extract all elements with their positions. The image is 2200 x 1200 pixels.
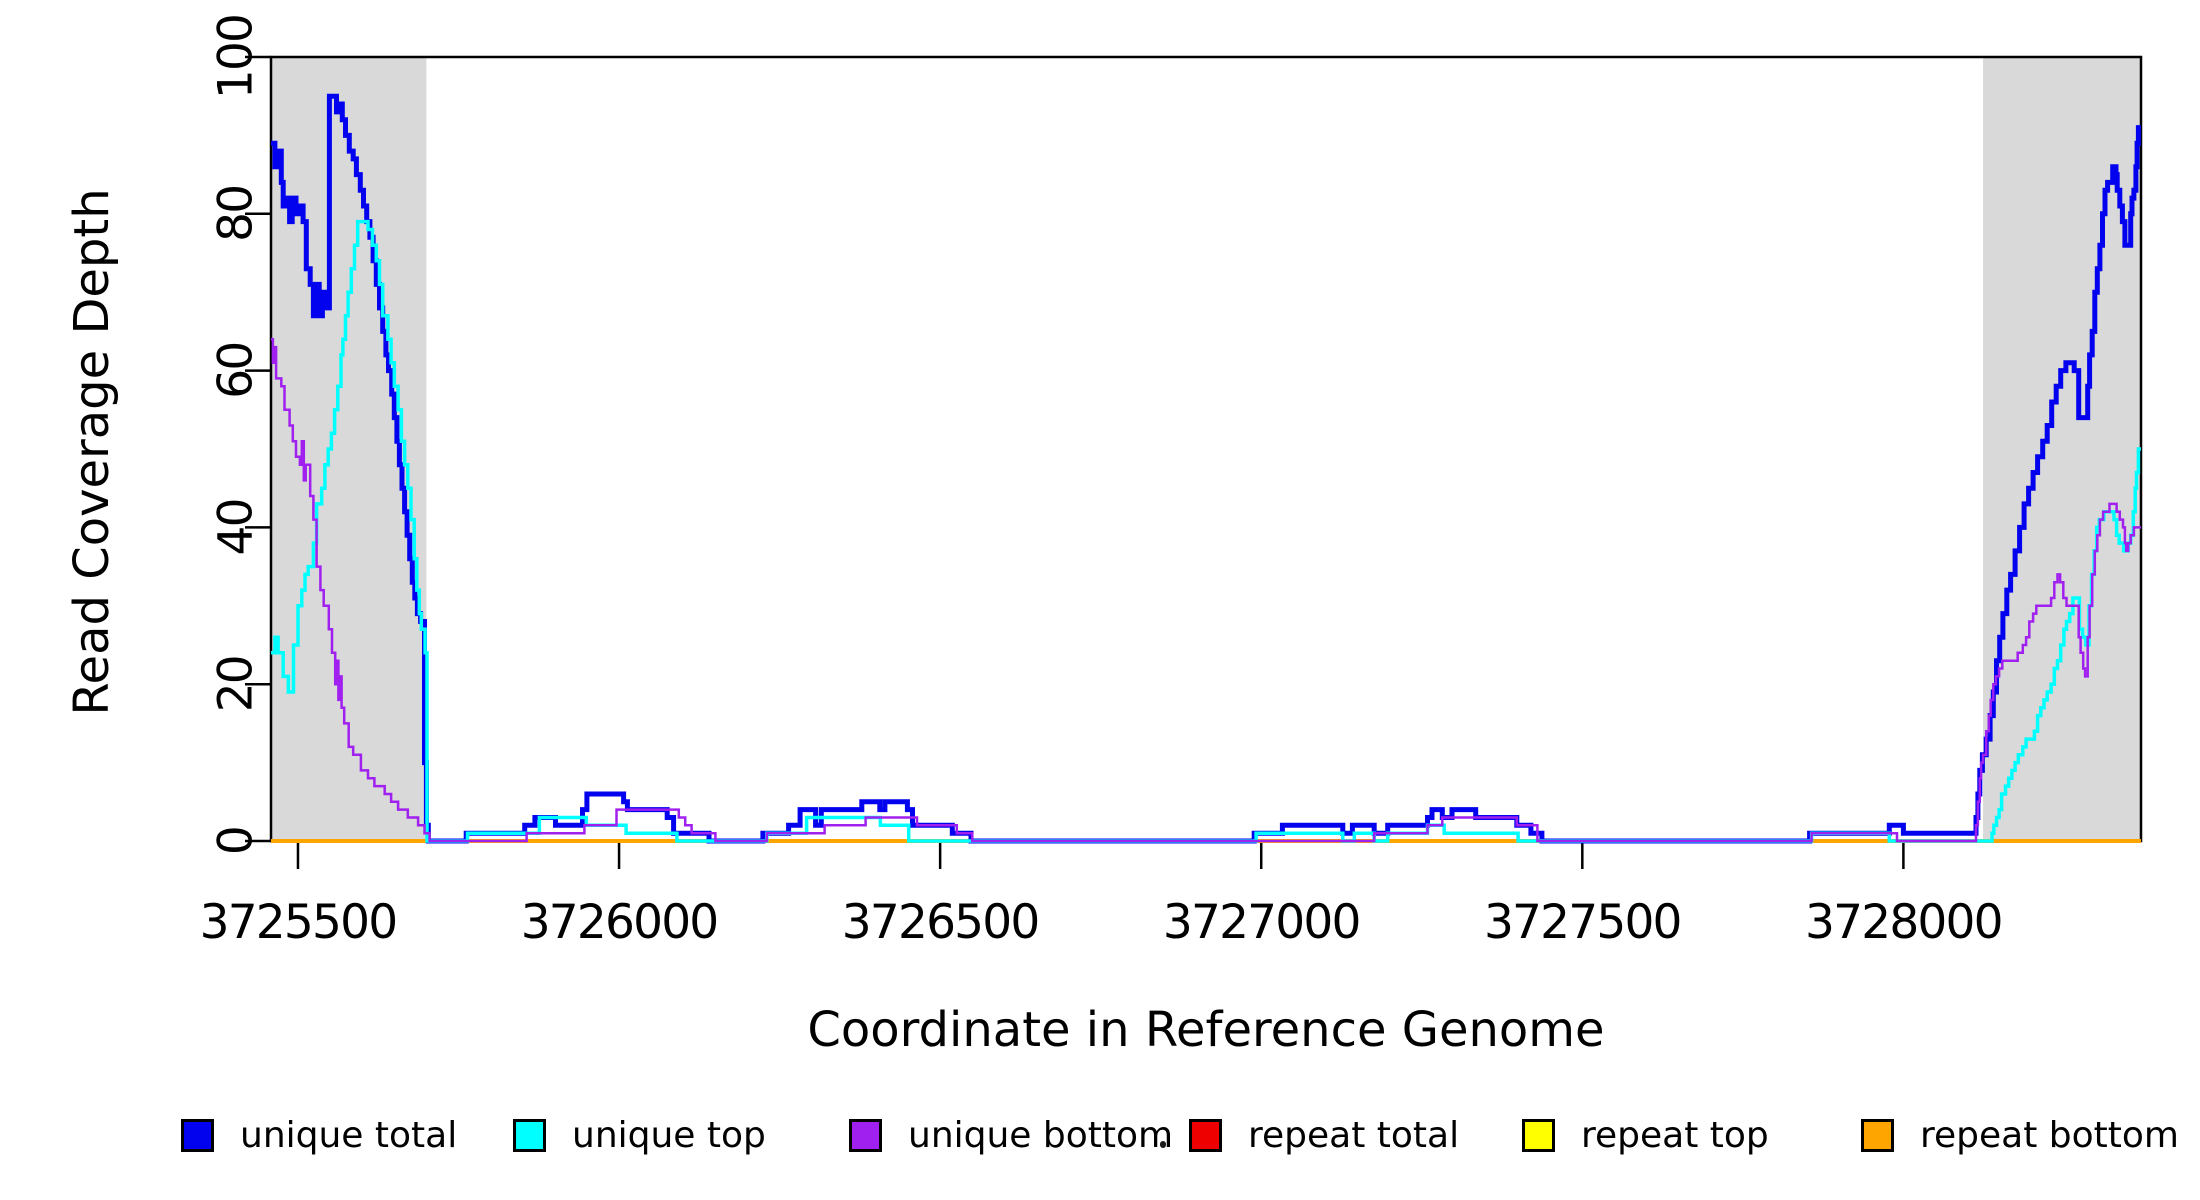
y-tick-label: 80 [209,186,264,242]
legend-item-repeat-total: repeat total [1189,1108,1459,1162]
series-unique-total [271,93,2141,844]
legend-label: repeat top [1581,1114,1769,1156]
legend-label: unique top [572,1114,766,1156]
legend-item-repeat-top: repeat top [1522,1108,1769,1162]
x-tick-label: 3728000 [1805,895,2002,950]
x-tick-label: 3727500 [1484,895,1681,950]
legend-label: repeat bottom [1920,1114,2179,1156]
legend-label: unique total [240,1114,458,1156]
legend-label: unique bottom [908,1114,1174,1156]
legend-item-unique-total: unique total [181,1108,457,1162]
y-tick-label: 100 [209,15,264,99]
y-tick-label: 60 [209,342,264,398]
stray-mark [1160,1141,1166,1148]
y-axis-title: Read Coverage Depth [64,188,120,716]
y-tick-label: 40 [209,499,264,555]
plot-box [269,55,2143,843]
x-tick-label: 3726000 [521,895,718,950]
shaded-region [1983,57,2141,841]
y-tick-label: 0 [209,827,264,855]
legend-item-repeat-bottom: repeat bottom [1861,1108,2179,1162]
legend-swatch-unique-bottom [849,1118,882,1152]
legend-swatch-repeat-total [1189,1118,1222,1152]
x-axis-title: Coordinate in Reference Genome [807,1002,1605,1058]
legend-item-unique-bottom: unique bottom [849,1108,1173,1162]
series-unique-bottom [271,337,2141,843]
legend-swatch-repeat-top [1522,1118,1555,1152]
x-tick-label: 3725500 [200,895,397,950]
legend-swatch-unique-total [181,1118,214,1152]
series-unique-top [271,219,2141,843]
legend-item-unique-top: unique top [513,1108,766,1162]
x-tick-label: 3727000 [1163,895,1360,950]
legend-swatch-unique-top [513,1118,546,1152]
legend-label: repeat total [1248,1114,1460,1156]
y-tick-label: 20 [209,656,264,712]
legend-swatch-repeat-bottom [1861,1118,1894,1152]
x-tick-label: 3726500 [842,895,1039,950]
